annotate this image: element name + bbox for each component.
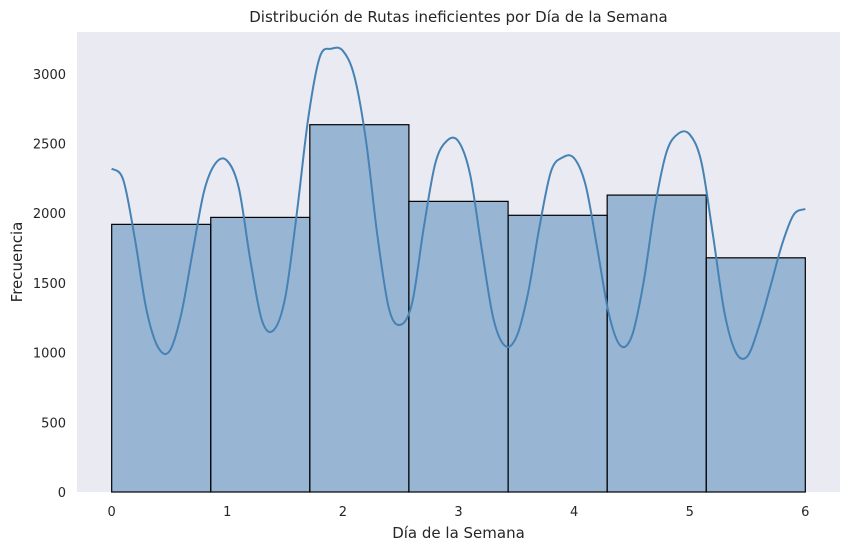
histogram-bar-2 — [309, 124, 410, 493]
x-axis-ticks: 0 1 2 3 4 5 6 — [108, 505, 810, 520]
y-tick-label: 1000 — [33, 347, 66, 362]
x-tick-label: 1 — [223, 505, 231, 520]
y-tick-label: 2000 — [33, 207, 66, 222]
x-tick-label: 5 — [686, 505, 694, 520]
y-axis-label: Frecuencia — [8, 222, 26, 303]
bars-group — [111, 124, 806, 493]
histogram-bar-5 — [606, 194, 707, 493]
y-axis-ticks: 0 500 1000 1500 2000 2500 3000 — [33, 68, 66, 501]
x-tick-label: 3 — [454, 505, 462, 520]
x-tick-label: 2 — [339, 505, 347, 520]
chart-title: Distribución de Rutas ineficientes por D… — [249, 8, 667, 26]
x-tick-label: 4 — [570, 505, 578, 520]
histogram-bar-4 — [507, 214, 608, 493]
x-tick-label: 6 — [801, 505, 809, 520]
y-tick-label: 0 — [58, 486, 66, 501]
y-tick-label: 1500 — [33, 277, 66, 292]
x-axis-label: Día de la Semana — [392, 524, 525, 542]
y-tick-label: 3000 — [33, 68, 66, 83]
histogram-bar-3 — [408, 200, 509, 493]
y-tick-label: 500 — [41, 416, 66, 431]
histogram-bar-0 — [111, 223, 212, 493]
histogram-bar-1 — [210, 216, 311, 493]
kde-curve — [110, 46, 806, 360]
x-tick-label: 0 — [108, 505, 116, 520]
y-tick-label: 2500 — [33, 138, 66, 153]
